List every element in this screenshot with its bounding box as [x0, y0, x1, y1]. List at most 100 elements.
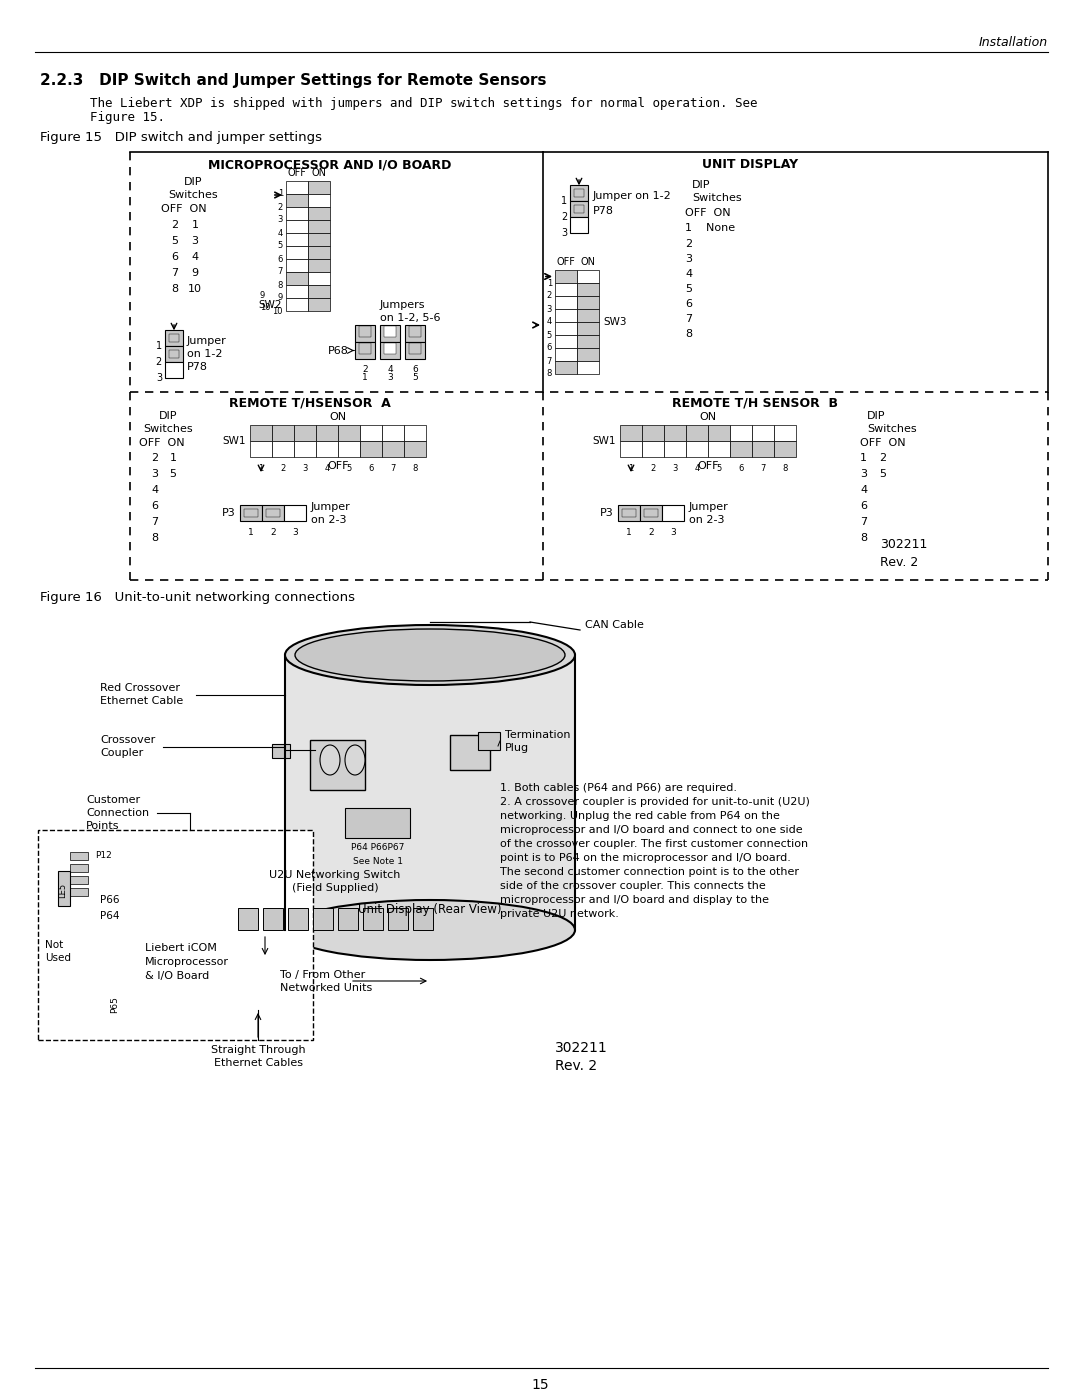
Text: Termination: Termination [505, 731, 570, 740]
Bar [642, 441, 664, 457]
Text: 2: 2 [281, 464, 285, 474]
Bar [355, 342, 375, 359]
Bar [244, 509, 258, 517]
Bar [70, 852, 87, 861]
Text: 3: 3 [860, 469, 867, 479]
Bar [577, 335, 599, 348]
Bar [384, 326, 396, 337]
Bar [272, 745, 291, 759]
Text: 7: 7 [278, 267, 283, 277]
Text: 8: 8 [172, 284, 178, 293]
Bar [662, 504, 684, 521]
Text: DIP: DIP [867, 411, 886, 420]
Text: OFF  ON: OFF ON [685, 208, 731, 218]
Text: 5: 5 [278, 242, 283, 250]
Text: 6: 6 [172, 251, 178, 263]
Text: P66: P66 [100, 895, 120, 905]
Text: P64: P64 [100, 911, 120, 921]
Text: P68: P68 [328, 345, 349, 355]
Text: on 2-3: on 2-3 [311, 515, 347, 525]
Bar [249, 425, 272, 441]
Bar [404, 441, 426, 457]
Bar [345, 807, 410, 838]
Bar [752, 441, 774, 457]
Text: Plug: Plug [505, 743, 529, 753]
Bar [730, 425, 752, 441]
Text: 5: 5 [716, 464, 721, 474]
Bar [70, 888, 87, 895]
Bar [360, 441, 382, 457]
Text: Rev. 2: Rev. 2 [555, 1059, 597, 1073]
Bar [288, 908, 308, 930]
Text: OFF: OFF [287, 168, 307, 177]
Text: To / From Other: To / From Other [280, 970, 365, 981]
Text: 4: 4 [694, 464, 700, 474]
Bar [570, 184, 588, 201]
Bar [285, 655, 575, 930]
Bar [405, 326, 426, 342]
Bar [286, 246, 308, 258]
Bar [380, 326, 400, 342]
Text: P78: P78 [593, 205, 615, 215]
Text: 5: 5 [685, 284, 692, 293]
Text: P78: P78 [187, 362, 208, 372]
Bar [168, 351, 179, 358]
Bar [308, 298, 330, 312]
Bar [359, 326, 372, 337]
Bar [570, 201, 588, 217]
Bar [165, 330, 183, 346]
Text: 10: 10 [260, 303, 270, 312]
Text: 1: 1 [629, 464, 634, 474]
Bar [577, 360, 599, 374]
Bar [308, 233, 330, 246]
Text: 5: 5 [879, 469, 886, 479]
Text: OFF  ON: OFF ON [139, 439, 185, 448]
Text: Switches: Switches [168, 190, 218, 200]
Text: Rev. 2: Rev. 2 [880, 556, 918, 569]
Text: 3: 3 [685, 254, 692, 264]
Text: 6: 6 [278, 254, 283, 264]
Bar [308, 246, 330, 258]
Bar [664, 441, 686, 457]
Text: 6: 6 [546, 344, 552, 352]
Text: 15: 15 [531, 1377, 549, 1391]
Text: side of the crossover coupler. This connects the: side of the crossover coupler. This conn… [500, 882, 766, 891]
Text: SW1: SW1 [222, 436, 246, 446]
Text: 5: 5 [546, 331, 552, 339]
Text: ON: ON [311, 168, 326, 177]
Text: 3: 3 [151, 469, 159, 479]
Bar [555, 309, 577, 321]
Bar [38, 830, 313, 1039]
Text: 302211: 302211 [555, 1041, 608, 1055]
Text: OFF: OFF [556, 257, 576, 267]
Bar [308, 219, 330, 233]
Text: See Note 1: See Note 1 [353, 858, 403, 866]
Bar [577, 284, 599, 296]
Bar [382, 441, 404, 457]
Bar [286, 182, 308, 194]
Bar [294, 425, 316, 441]
Bar [58, 870, 70, 907]
Text: 3: 3 [156, 373, 162, 383]
Text: Jumper: Jumper [311, 502, 351, 511]
Bar [286, 272, 308, 285]
Text: on 2-3: on 2-3 [689, 515, 725, 525]
Bar [338, 441, 360, 457]
Text: 7: 7 [860, 517, 867, 527]
Text: 6: 6 [413, 365, 418, 374]
Text: Ethernet Cables: Ethernet Cables [214, 1058, 302, 1067]
Text: Jumper: Jumper [187, 337, 227, 346]
Text: Crossover: Crossover [100, 735, 156, 745]
Text: OFF: OFF [698, 461, 719, 471]
Text: 2. A crossover coupler is provided for unit-to-unit (U2U): 2. A crossover coupler is provided for u… [500, 798, 810, 807]
Text: 2.2.3   DIP Switch and Jumper Settings for Remote Sensors: 2.2.3 DIP Switch and Jumper Settings for… [40, 73, 546, 88]
Bar [555, 335, 577, 348]
Text: 1: 1 [362, 373, 368, 381]
Text: 2: 2 [172, 219, 178, 231]
Bar [577, 321, 599, 335]
Bar [686, 425, 708, 441]
Bar [308, 272, 330, 285]
Text: DIP: DIP [184, 177, 202, 187]
Text: 1: 1 [170, 453, 176, 462]
Text: Jumper: Jumper [689, 502, 729, 511]
